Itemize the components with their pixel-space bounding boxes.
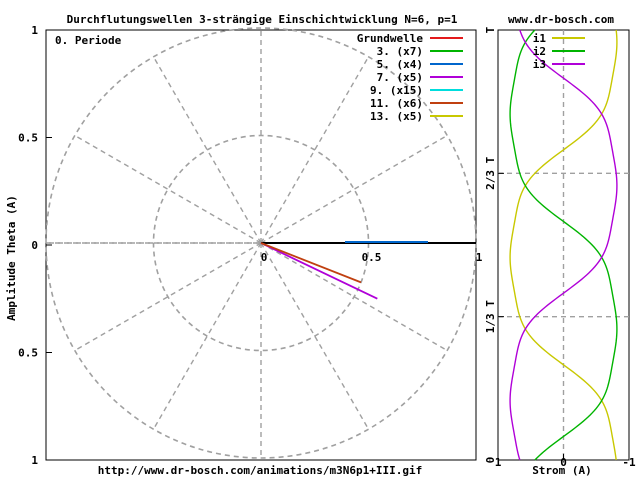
current-ticks: 01/3 T2/3 TT1 0 -1: [484, 26, 636, 469]
current-legend-label: i1: [533, 32, 547, 45]
site-label: www.dr-bosch.com: [508, 13, 614, 26]
current-line-i3: [509, 29, 618, 461]
polar-x-tick-label: 0: [261, 251, 268, 264]
legend-label: 7. (x5): [377, 71, 423, 84]
legend-label: 13. (x5): [370, 110, 423, 123]
current-y-tick-label: 1/3 T: [484, 300, 497, 333]
current-y-tick-label: 2/3 T: [484, 156, 497, 189]
phasor-4: [260, 242, 378, 300]
current-x-tick-label: 1: [495, 456, 502, 469]
current-legend-label: i2: [533, 45, 546, 58]
current-x-tick-label: 0: [560, 456, 567, 469]
current-legend-label: i3: [533, 58, 546, 71]
polar-y-tick-label: 1: [31, 24, 38, 37]
main-title: Durchflutungswellen 3-strängige Einschic…: [67, 13, 458, 26]
legend-label: 11. (x6): [370, 97, 423, 110]
current-x-tick-label: -1: [622, 456, 636, 469]
polar-spoke-1: [260, 134, 448, 244]
polar-y-tick-label: 1: [31, 454, 38, 467]
phasor-6: [260, 242, 362, 284]
polar-y-tick-label: 0: [31, 239, 38, 252]
current-line-i2: [509, 29, 618, 461]
polar-x-tick-label: 0.5: [362, 251, 382, 264]
legend-label: 3. (x7): [377, 45, 423, 58]
polar-y-tick-label: 0.5: [18, 347, 38, 360]
current-x-axis-label: Strom (A): [532, 464, 592, 477]
polar-x-tick-label: 1: [476, 251, 483, 264]
polar-spoke-5: [74, 134, 262, 244]
period-label: 0. Periode: [55, 34, 122, 47]
current-lines: [509, 29, 618, 461]
polar-ticks: 1 0.5 0 0.5 1 0 0.5 1: [18, 24, 483, 467]
current-line-i1: [509, 29, 618, 461]
current-y-tick-label: 0: [484, 457, 497, 464]
polar-y-axis-label: Amplitude Theta (A): [5, 195, 18, 321]
polar-vectors: [260, 241, 476, 300]
polar-spoke-4: [152, 56, 262, 244]
legend-label: 9. (x15): [370, 84, 423, 97]
legend-label: 5. (x4): [377, 58, 423, 71]
legend-label: Grundwelle: [357, 32, 424, 45]
current-y-tick-label: T: [484, 26, 497, 33]
polar-y-tick-label: 0.5: [18, 132, 38, 145]
polar-spoke-8: [152, 242, 262, 430]
url-label: http://www.dr-bosch.com/animations/m3N6p…: [98, 464, 423, 477]
